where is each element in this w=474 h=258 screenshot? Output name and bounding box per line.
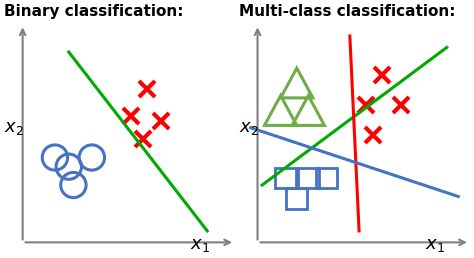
Bar: [298, 168, 319, 189]
Bar: [316, 168, 337, 189]
Text: $x_2$: $x_2$: [239, 119, 259, 137]
Bar: [286, 189, 307, 209]
Text: Binary classification:: Binary classification:: [4, 4, 183, 19]
Text: Multi-class classification:: Multi-class classification:: [239, 4, 456, 19]
Text: $x_1$: $x_1$: [425, 236, 445, 254]
Bar: [275, 168, 296, 189]
Text: $x_2$: $x_2$: [4, 119, 24, 137]
Text: $x_1$: $x_1$: [190, 236, 210, 254]
